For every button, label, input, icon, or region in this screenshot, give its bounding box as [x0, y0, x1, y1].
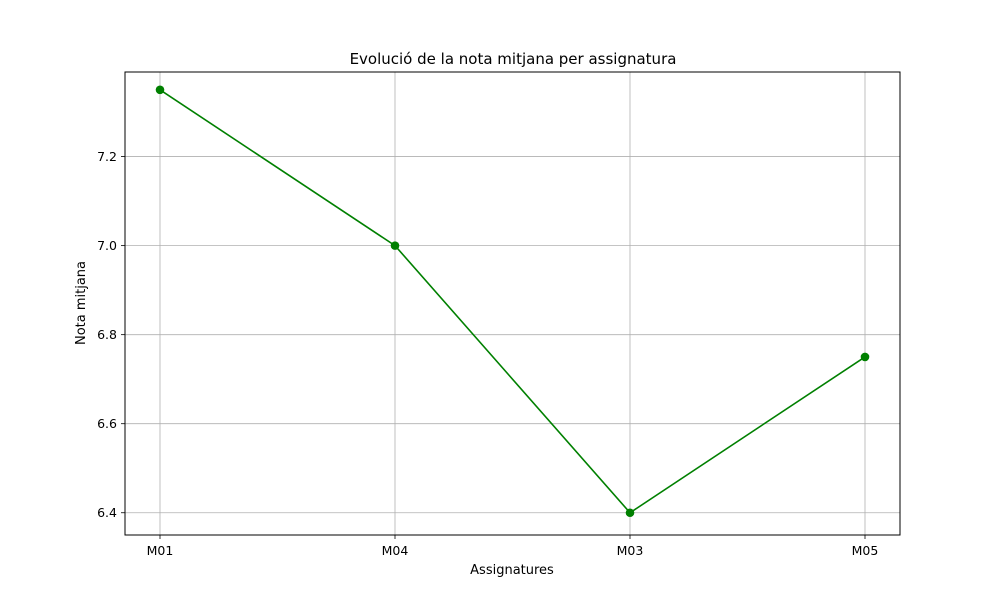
data-point: [155, 85, 165, 95]
chart-title: Evolució de la nota mitjana per assignat…: [350, 50, 677, 68]
y-tick-label: 6.4: [97, 505, 117, 520]
series-line: [159, 89, 866, 514]
x-tick-label: M01: [147, 543, 174, 558]
ticks: M01 M04 M03 M05 6.4 6.6 6.8 7.0 7.2: [97, 149, 878, 558]
y-tick-label: 6.8: [97, 327, 117, 342]
x-axis-label: Assignatures: [470, 563, 554, 578]
y-tick-label: 7.0: [97, 238, 117, 253]
data-point: [860, 352, 870, 362]
grid: [125, 72, 900, 535]
series-layer: [155, 85, 870, 518]
x-tick-label: M03: [617, 543, 644, 558]
y-axis-label: Nota mitjana: [74, 261, 89, 345]
data-point: [390, 241, 400, 250]
y-tick-label: 7.2: [97, 149, 117, 164]
y-tick-label: 6.6: [97, 416, 117, 431]
x-tick-label: M04: [382, 543, 409, 558]
x-tick-label: M05: [852, 543, 879, 558]
plot-frame: [124, 71, 901, 536]
data-point: [625, 508, 635, 518]
